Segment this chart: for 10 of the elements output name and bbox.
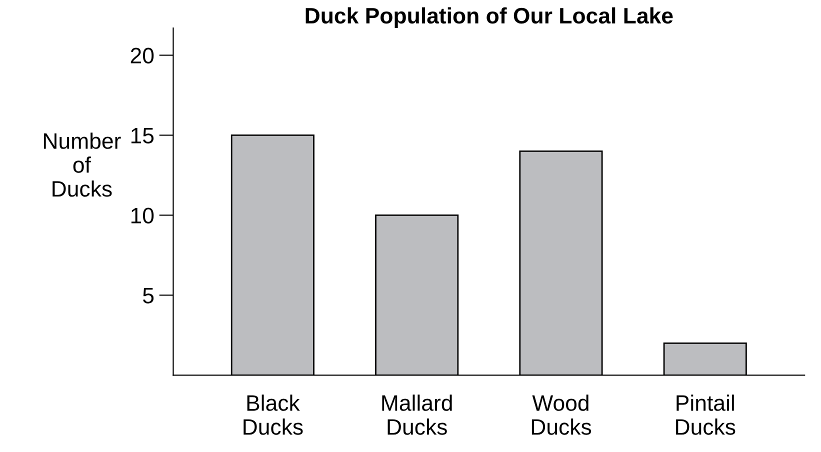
x-tick-label: Black Ducks bbox=[244, 394, 303, 435]
y-tick-label: 15 bbox=[131, 128, 154, 144]
y-tick-label: 20 bbox=[130, 48, 154, 64]
x-tick-label: Pintail Ducks bbox=[676, 394, 736, 435]
chart-title: Duck Population of Our Local Lake bbox=[306, 7, 673, 28]
x-tick-label: Wood Ducks bbox=[532, 394, 592, 435]
y-tick-label: 5 bbox=[143, 288, 154, 304]
y-tick-label: 10 bbox=[131, 208, 154, 224]
x-tick-label: Mallard Ducks bbox=[382, 394, 452, 435]
y-axis-title: Number of Ducks bbox=[44, 132, 121, 197]
